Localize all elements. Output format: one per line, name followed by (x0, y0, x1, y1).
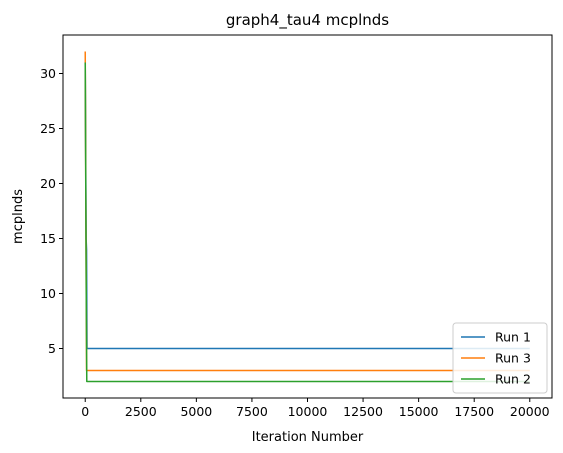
legend-label: Run 2 (495, 372, 531, 387)
y-tick-label: 20 (40, 176, 56, 191)
legend: Run 1 Run 3 Run 2 (452, 322, 548, 394)
y-tick-label: 10 (40, 286, 56, 301)
series-line-3 (84, 62, 530, 383)
x-tick-label: 15000 (399, 404, 439, 419)
x-axis: 0 2500 5000 7500 10000 12500 15000 17500 20000 (81, 398, 550, 419)
y-tick-label: 25 (40, 121, 56, 136)
legend-label: Run 1 (495, 330, 531, 345)
x-tick-label: 20000 (510, 404, 550, 419)
y-axis-label: mcplnds (11, 189, 26, 244)
y-tick-label: 5 (48, 341, 56, 356)
x-tick-label: 10000 (288, 404, 328, 419)
series-layer (84, 51, 530, 383)
x-tick-label: 12500 (343, 404, 383, 419)
x-axis-label: Iteration Number (252, 430, 364, 445)
y-tick-label: 15 (40, 231, 56, 246)
legend-box (452, 322, 548, 394)
x-tick-label: 0 (81, 404, 89, 419)
y-tick-label: 30 (40, 66, 56, 81)
legend-label: Run 3 (495, 351, 531, 366)
x-tick-label: 17500 (454, 404, 494, 419)
x-tick-label: 7500 (236, 404, 268, 419)
x-tick-label: 5000 (180, 404, 212, 419)
x-tick-label: 2500 (125, 404, 157, 419)
y-axis: 5 10 15 20 25 30 (40, 66, 63, 356)
chart-title: graph4_tau4 mcplnds (226, 11, 389, 30)
